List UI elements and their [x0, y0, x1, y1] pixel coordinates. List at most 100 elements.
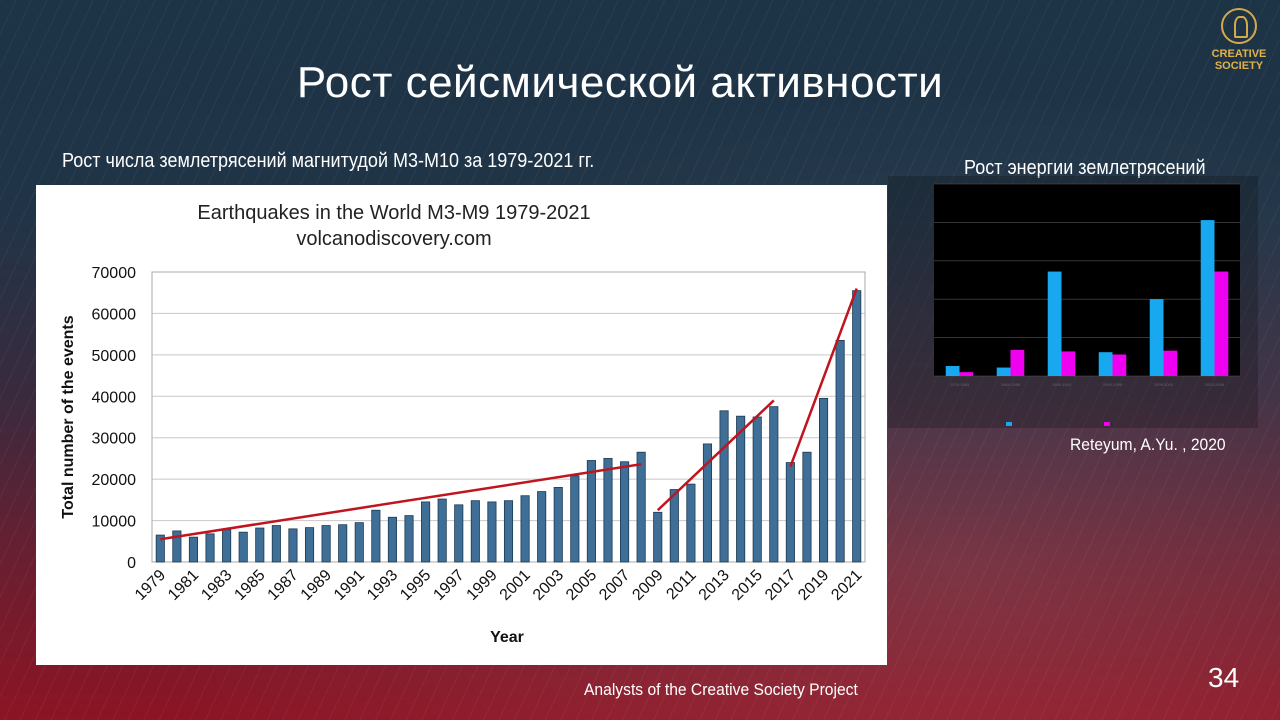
- bar-1998: [470, 500, 480, 563]
- bar-1993: [387, 516, 397, 563]
- energy-chart-panel: 1979-1983 1984-1988 1989-1993 1994-1998 1999…: [888, 176, 1258, 428]
- chart-subtitle: volcanodiscovery.com: [296, 228, 491, 250]
- bar-1985: [255, 527, 265, 563]
- y-tick-label: 50000: [92, 348, 137, 365]
- bar-2000: [503, 500, 514, 563]
- bar-2017: [785, 462, 795, 563]
- bar-1996: [437, 498, 447, 563]
- x-tick-label: 2011: [663, 567, 699, 603]
- earthquake-bar-chart: Earthquakes in the World M3-M9 1979-2021…: [60, 202, 866, 646]
- bar-1988: [304, 527, 315, 563]
- x-tick-label: 2015: [729, 567, 766, 604]
- creative-society-logo: CREATIVE SOCIETY: [1205, 8, 1273, 90]
- energy-x-tick-label: 1984-1988: [1001, 382, 1021, 387]
- bar-2019: [819, 397, 829, 563]
- x-tick-label: 1981: [165, 567, 202, 604]
- x-tick-label: 2013: [696, 567, 733, 604]
- earthquake-count-subtitle: Рост числа землетрясений магнитудой M3-M…: [62, 150, 595, 172]
- bar-1982: [205, 533, 215, 563]
- bar-2003: [553, 487, 563, 563]
- x-tick-label: 1979: [132, 567, 169, 604]
- y-tick-label: 40000: [92, 389, 137, 406]
- energy-bar-series2-1989-1993: [1061, 351, 1076, 376]
- bar-1991: [354, 522, 364, 563]
- legend-swatch-series2: [1104, 422, 1110, 426]
- bar-1995: [421, 501, 431, 563]
- energy-plot-area: [934, 184, 1240, 376]
- y-axis-title: Total number of the events: [60, 315, 77, 518]
- energy-bar-series1-1984-1988: [996, 367, 1011, 376]
- bar-2007: [620, 461, 630, 563]
- x-tick-label: 1991: [331, 567, 368, 604]
- x-tick-label: 1999: [464, 567, 501, 604]
- energy-bar-series1-1979-1983: [945, 366, 960, 376]
- logo-text: CREATIVE SOCIETY: [1211, 48, 1267, 72]
- bar-1990: [338, 524, 348, 563]
- x-tick-label: 2007: [596, 567, 633, 604]
- energy-bar-series2-1984-1988: [1010, 349, 1025, 376]
- x-tick-label: 1995: [397, 567, 434, 604]
- energy-x-tick-label: 1999-2003: [1154, 382, 1174, 387]
- bar-2008: [636, 451, 646, 563]
- bar-2002: [537, 491, 547, 563]
- x-tick-label: 1989: [298, 567, 335, 604]
- x-tick-label: 2021: [828, 567, 865, 604]
- bar-1980: [172, 530, 182, 563]
- bar-1983: [222, 529, 232, 563]
- x-axis-title: Year: [490, 629, 524, 646]
- bar-2015: [752, 416, 762, 563]
- bar-2006: [603, 458, 613, 563]
- bar-2012: [702, 443, 713, 563]
- energy-bar-series2-1979-1983: [959, 372, 974, 376]
- bar-1997: [454, 504, 464, 563]
- y-tick-label: 60000: [92, 306, 137, 323]
- x-tick-label: 2019: [795, 567, 832, 604]
- energy-x-tick-label: 1979-1983: [950, 382, 970, 387]
- energy-bar-series2-1994-1998: [1112, 354, 1127, 376]
- bar-1992: [371, 509, 381, 563]
- trend-line-3: [789, 288, 858, 468]
- bar-1986: [271, 525, 281, 563]
- slide-title: Рост сейсмической активности: [296, 58, 944, 107]
- x-tick-label: 1987: [265, 567, 302, 604]
- earthquake-chart-panel: Earthquakes in the World M3-M9 1979-2021…: [36, 185, 887, 665]
- bar-1981: [188, 536, 198, 563]
- energy-subtitle: Рост энергии землетрясений: [964, 157, 1206, 179]
- bar-1984: [238, 531, 248, 563]
- bar-2018: [802, 451, 812, 563]
- energy-bar-chart: 1979-1983 1984-1988 1989-1993 1994-1998 1999…: [888, 176, 1258, 428]
- bar-1987: [288, 528, 298, 563]
- bar-1989: [321, 525, 331, 563]
- bar-2005: [586, 460, 596, 563]
- y-tick-label: 10000: [92, 514, 137, 531]
- x-tick-label: 1985: [231, 567, 268, 604]
- x-tick-label: 1997: [430, 567, 467, 604]
- logo-emblem-icon: [1221, 8, 1257, 44]
- bar-2001: [520, 495, 530, 563]
- y-tick-label: 70000: [92, 265, 137, 282]
- energy-bar-series2-1999-2003: [1163, 350, 1178, 376]
- bar-2020: [835, 339, 845, 563]
- bar-1999: [487, 501, 497, 563]
- x-tick-label: 2003: [530, 567, 567, 604]
- trend-line-1: [160, 462, 642, 541]
- energy-bar-series1-1989-1993: [1047, 271, 1062, 376]
- bar-2016: [769, 406, 779, 563]
- bar-2013: [719, 410, 729, 563]
- chart-title: Earthquakes in the World M3-M9 1979-2021: [197, 202, 590, 224]
- bar-2011: [686, 483, 696, 563]
- x-tick-label: 1983: [198, 567, 235, 604]
- energy-x-tick-label: 1989-1993: [1052, 382, 1072, 387]
- footer-text: Analysts of the Creative Society Project: [584, 680, 858, 699]
- page-number: 34: [1208, 662, 1240, 693]
- x-tick-label: 1993: [364, 567, 401, 604]
- legend-swatch-series1: [1006, 422, 1012, 426]
- x-tick-label: 2017: [762, 567, 799, 604]
- energy-x-tick-label: 1994-1998: [1103, 382, 1123, 387]
- source-credit: Reteyum, A.Yu. , 2020: [1070, 435, 1226, 454]
- bar-2004: [570, 475, 580, 563]
- y-tick-label: 20000: [92, 472, 137, 489]
- bar-1994: [404, 515, 414, 563]
- bar-2021: [852, 290, 862, 563]
- x-tick-label: 2005: [563, 567, 600, 604]
